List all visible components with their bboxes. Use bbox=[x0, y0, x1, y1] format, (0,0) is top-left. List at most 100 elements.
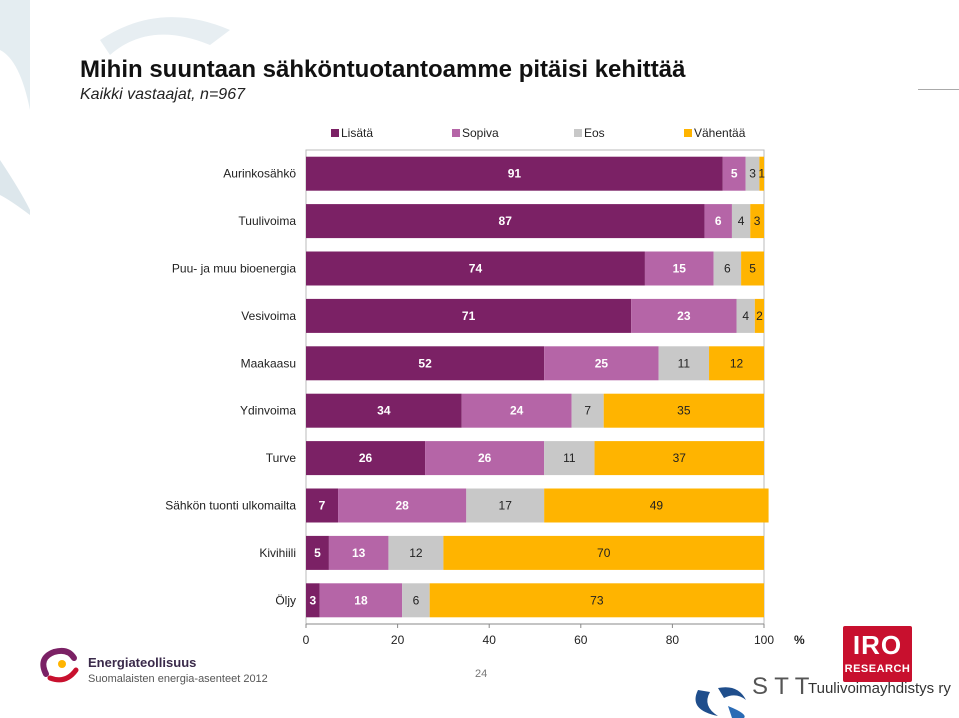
iro-logo-bottom: RESEARCH bbox=[844, 663, 911, 675]
data-label: 13 bbox=[352, 546, 366, 560]
bar-segment bbox=[745, 156, 760, 191]
data-label: 5 bbox=[749, 262, 756, 276]
data-label: 7 bbox=[584, 404, 591, 418]
data-label: 28 bbox=[396, 499, 410, 513]
bar-segment bbox=[306, 488, 339, 523]
bar-segment bbox=[594, 441, 764, 476]
bar-segment bbox=[306, 535, 329, 570]
data-label: 6 bbox=[724, 262, 731, 276]
bar-segment bbox=[713, 251, 742, 286]
data-label: 34 bbox=[377, 404, 391, 418]
bar-segment bbox=[603, 393, 764, 428]
data-label: 37 bbox=[673, 451, 687, 465]
data-label: 3 bbox=[310, 593, 317, 607]
legend-item-lisata: Lisätä bbox=[331, 126, 373, 140]
bar-segment bbox=[731, 204, 751, 239]
divider bbox=[918, 89, 959, 90]
iro-logo-top: IRO bbox=[852, 630, 903, 660]
data-label: 12 bbox=[730, 356, 744, 370]
bar-segment bbox=[388, 535, 444, 570]
category-label: Öljy bbox=[275, 593, 296, 607]
stt-logo-text: Tuulivoimayhdistys ry bbox=[808, 680, 951, 697]
energiateollisuus-logo-icon bbox=[40, 647, 79, 683]
data-label: 52 bbox=[418, 356, 432, 370]
bar-segment bbox=[741, 251, 764, 286]
data-label: 6 bbox=[413, 593, 420, 607]
data-label: 4 bbox=[742, 309, 749, 323]
energiateollisuus-subtitle: Suomalaisten energia-asenteet 2012 bbox=[88, 673, 268, 685]
legend-swatch bbox=[574, 129, 582, 137]
bar-segment bbox=[328, 535, 389, 570]
bar-segment bbox=[461, 393, 572, 428]
bar-segment bbox=[759, 156, 764, 191]
bar-segment bbox=[466, 488, 545, 523]
legend-label: Sopiva bbox=[462, 126, 499, 140]
legend-label: Lisätä bbox=[341, 126, 374, 140]
data-label: 6 bbox=[715, 214, 722, 228]
data-label: 15 bbox=[673, 262, 687, 276]
data-label: 7 bbox=[319, 499, 326, 513]
bar-segment bbox=[750, 204, 764, 239]
category-label: Maakaasu bbox=[241, 356, 296, 370]
x-tick-label: 20 bbox=[391, 633, 405, 647]
data-label: 74 bbox=[469, 262, 483, 276]
data-label: 70 bbox=[597, 546, 611, 560]
data-label: 25 bbox=[595, 356, 609, 370]
legend-swatch bbox=[684, 129, 692, 137]
category-label: Aurinkosähkö bbox=[223, 167, 296, 181]
x-tick-label: 0 bbox=[303, 633, 310, 647]
stt-letters: S T T bbox=[752, 673, 810, 700]
bar-segment bbox=[306, 583, 320, 618]
bar-segment bbox=[544, 488, 769, 523]
bar-segment bbox=[306, 346, 545, 381]
legend-label: Vähentää bbox=[694, 126, 746, 140]
data-label: 87 bbox=[499, 214, 513, 228]
legend-swatch bbox=[452, 129, 460, 137]
category-label: Vesivoima bbox=[241, 309, 296, 323]
iro-research-logo: IRO RESEARCH bbox=[843, 626, 912, 682]
bar-segment bbox=[306, 156, 723, 191]
bar-segment bbox=[402, 583, 430, 618]
bar-segment bbox=[544, 441, 595, 476]
data-label: 73 bbox=[590, 593, 604, 607]
data-label: 71 bbox=[462, 309, 476, 323]
bar-segment bbox=[544, 346, 659, 381]
data-label: 26 bbox=[359, 451, 373, 465]
x-tick-label: 80 bbox=[666, 633, 680, 647]
bar-segment bbox=[306, 204, 705, 239]
data-label: 18 bbox=[354, 593, 368, 607]
category-label: Turve bbox=[266, 451, 297, 465]
data-label: 49 bbox=[650, 499, 664, 513]
bar-segment bbox=[658, 346, 710, 381]
data-label: 11 bbox=[563, 451, 576, 465]
data-label: 1 bbox=[758, 167, 765, 181]
bar-segment bbox=[338, 488, 467, 523]
chart-subtitle: Kaikki vastaajat, n=967 bbox=[80, 86, 245, 103]
bar-segment bbox=[443, 535, 764, 570]
x-tick-label: 60 bbox=[574, 633, 588, 647]
bar-segment bbox=[754, 298, 764, 333]
bar-segment bbox=[306, 298, 632, 333]
bar-segment bbox=[644, 251, 714, 286]
bar-segment bbox=[306, 251, 645, 286]
bar-segment bbox=[425, 441, 545, 476]
bar-segment bbox=[704, 204, 732, 239]
legend-item-eos: Eos bbox=[574, 126, 605, 140]
bar-segment bbox=[709, 346, 764, 381]
legend-item-sopiva: Sopiva bbox=[452, 126, 499, 140]
legend-label: Eos bbox=[584, 126, 605, 140]
data-label: 5 bbox=[731, 167, 738, 181]
data-label: 11 bbox=[678, 356, 691, 370]
category-label: Ydinvoima bbox=[240, 404, 296, 418]
data-label: 24 bbox=[510, 404, 524, 418]
x-tick-label: 40 bbox=[483, 633, 497, 647]
bar-segment bbox=[429, 583, 764, 618]
bar-segment bbox=[571, 393, 604, 428]
category-label: Puu- ja muu bioenergia bbox=[172, 262, 296, 276]
chart-title: Mihin suuntaan sähköntuotantoamme pitäis… bbox=[80, 56, 686, 83]
bar-segment bbox=[736, 298, 755, 333]
legend-swatch bbox=[331, 129, 339, 137]
data-label: 23 bbox=[677, 309, 691, 323]
data-label: 17 bbox=[499, 499, 513, 513]
